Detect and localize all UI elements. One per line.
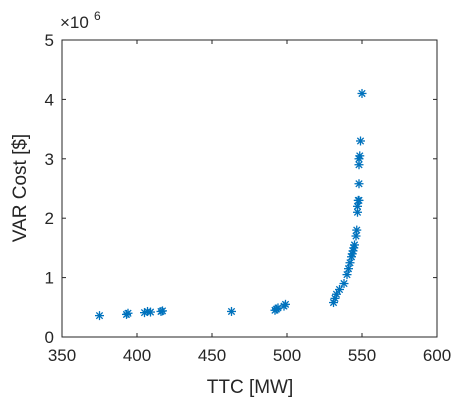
y-exponent-label: ×10 (60, 13, 89, 32)
scatter-point (351, 231, 361, 241)
scatter-point (355, 151, 365, 161)
scatter-point (356, 136, 365, 146)
y-tick-label: 2 (45, 209, 54, 228)
y-axis-ticks: 0 1 2 3 4 5 (45, 31, 437, 347)
scatter-point (123, 308, 133, 318)
y-tick-label: 5 (45, 31, 54, 50)
scatter-point (352, 225, 362, 235)
plot-box (61, 39, 438, 338)
y-exponent-power: 6 (94, 9, 101, 23)
y-tick-label: 3 (45, 150, 54, 169)
scatter-point (357, 88, 367, 98)
scatter-point (227, 306, 236, 316)
scatter-point (354, 195, 364, 205)
y-tick-label: 0 (45, 328, 54, 347)
scatter-point (342, 270, 352, 280)
scatter-point (146, 307, 155, 317)
scatter-point (281, 299, 290, 309)
y-tick-label: 1 (45, 269, 54, 288)
scatter-point (354, 179, 364, 189)
scatter-point (158, 306, 167, 316)
scatter-point (335, 284, 344, 294)
x-tick-label: 550 (348, 346, 376, 365)
x-tick-label: 600 (423, 346, 451, 365)
scatter-point (344, 264, 353, 274)
scatter-point (345, 258, 355, 268)
x-tick-label: 450 (198, 346, 226, 365)
x-axis-label: TTC [MW] (207, 377, 294, 398)
scatter-point (354, 160, 364, 170)
scatter-point (95, 311, 104, 321)
x-tick-label: 500 (273, 346, 301, 365)
y-tick-label: 4 (45, 90, 54, 109)
scatter-point (339, 279, 349, 289)
scatter-point (332, 289, 341, 299)
x-tick-label: 350 (48, 346, 76, 365)
x-axis-ticks: 350 400 450 500 550 600 (48, 40, 451, 365)
scatter-points (95, 88, 367, 321)
y-axis-label: VAR Cost [$] (10, 134, 31, 242)
x-tick-label: 400 (123, 346, 151, 365)
scatter-point (350, 240, 359, 250)
